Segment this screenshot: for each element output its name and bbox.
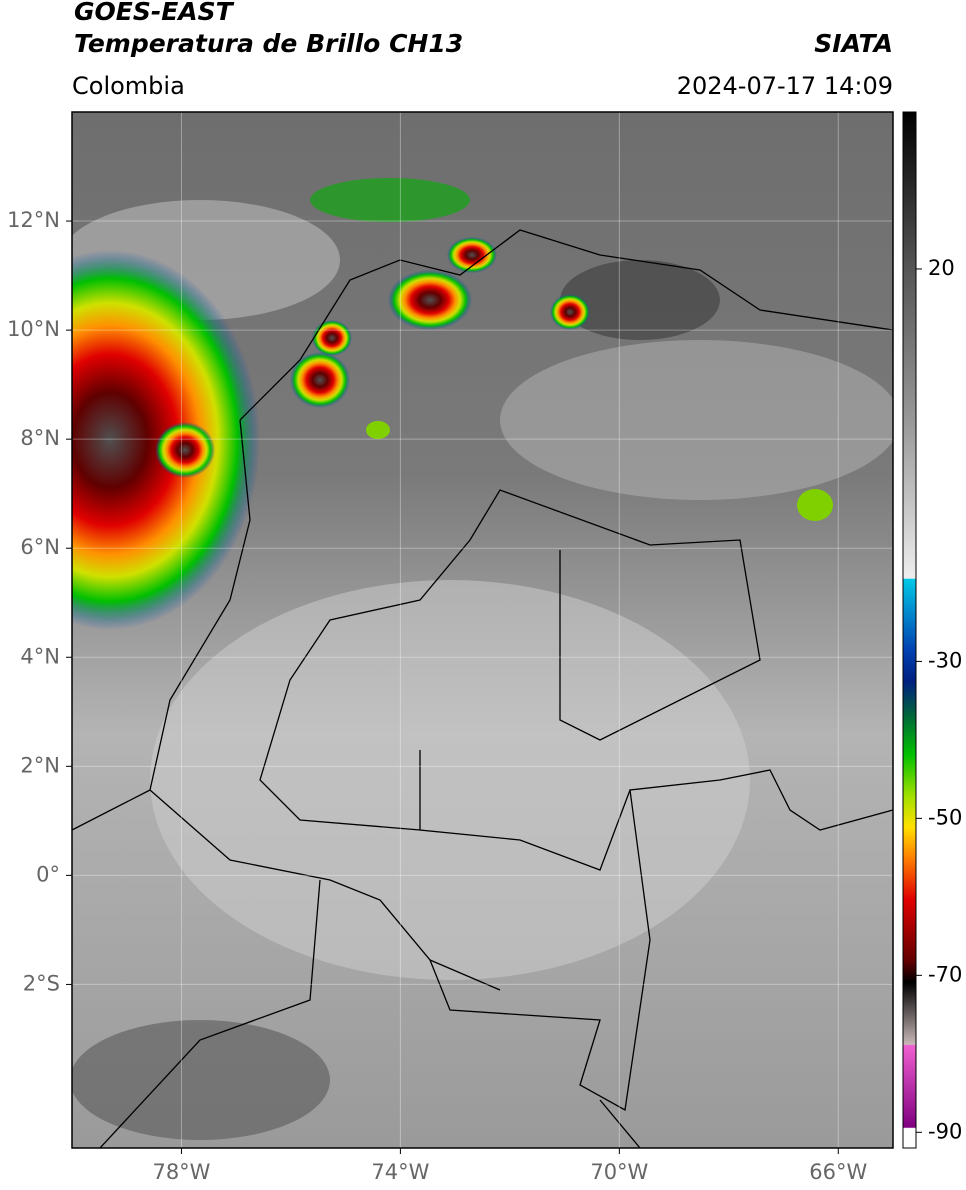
datetime: 2024-07-17 14:09 xyxy=(677,72,893,100)
colorbar-label: -30 xyxy=(928,648,962,672)
y-tick-label: 8°N xyxy=(20,426,60,450)
colorbar xyxy=(902,111,917,1149)
y-tick-label: 12°N xyxy=(7,208,60,232)
colorbar-label: -50 xyxy=(928,805,962,829)
subtitle: Temperatura de Brillo CH13 xyxy=(74,29,463,58)
source: SIATA xyxy=(814,29,893,58)
x-tick-label: 66°W xyxy=(809,1160,867,1184)
region: Colombia xyxy=(72,72,185,100)
y-tick-label: 4°N xyxy=(20,644,60,668)
x-tick-label: 78°W xyxy=(152,1160,210,1184)
colorbar-label: 20 xyxy=(928,256,955,280)
x-tick-label: 74°W xyxy=(371,1160,429,1184)
y-tick-label: 2°N xyxy=(20,753,60,777)
title: GOES-EAST xyxy=(74,0,235,26)
colorbar-label: -90 xyxy=(928,1119,962,1143)
y-tick-label: 6°N xyxy=(20,535,60,559)
colorbar-label: -70 xyxy=(928,962,962,986)
y-tick-label: 10°N xyxy=(7,317,60,341)
grid xyxy=(72,112,893,1148)
x-tick-label: 70°W xyxy=(590,1160,648,1184)
y-tick-label: 0° xyxy=(36,862,60,886)
map-frame xyxy=(71,111,894,1149)
y-tick-label: 2°S xyxy=(23,971,60,995)
imagery xyxy=(72,112,893,1148)
